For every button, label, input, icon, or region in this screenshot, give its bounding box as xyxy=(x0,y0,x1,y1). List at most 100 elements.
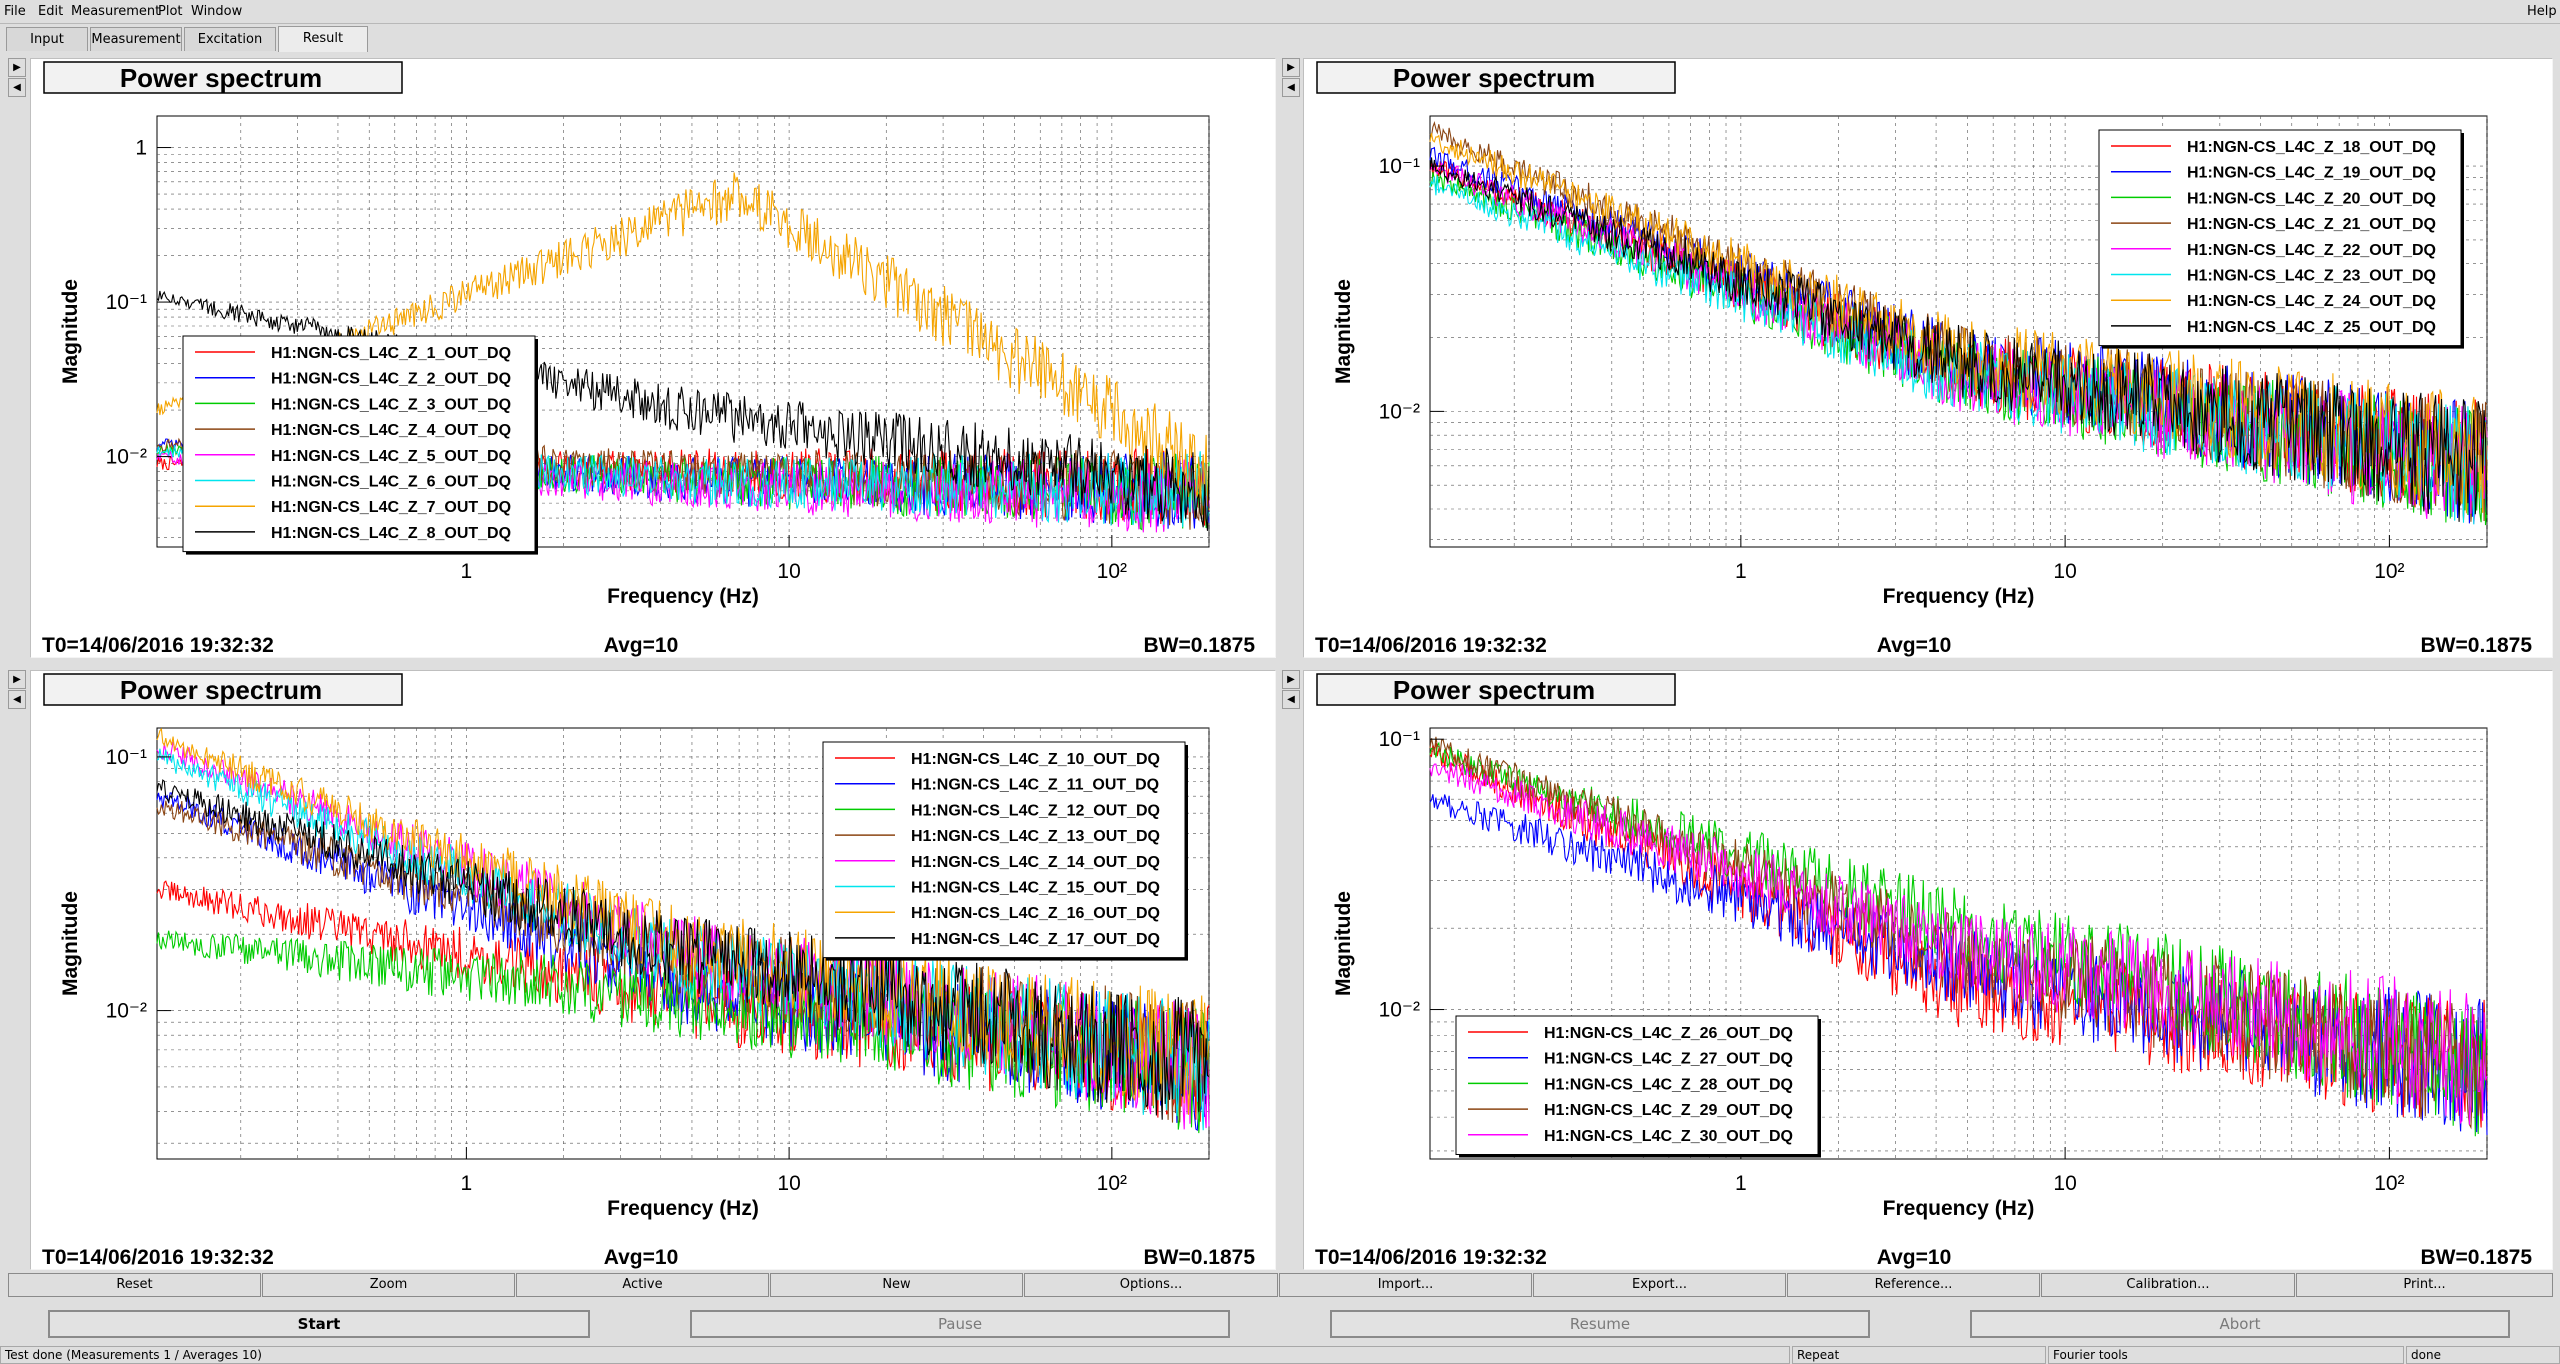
title-box xyxy=(43,673,403,706)
menu-window[interactable]: Window xyxy=(191,4,243,19)
legend-entry: H1:NGN-CS_L4C_Z_10_OUT_DQ xyxy=(911,751,1160,768)
start-button[interactable]: Start xyxy=(48,1310,590,1338)
series-line xyxy=(156,290,1210,531)
avg-label: Avg=10 xyxy=(604,1246,679,1269)
power-spectrum-chart[interactable]: Power spectrum 1 10 10² 10⁻¹ 10⁻² Frequency (H… xyxy=(1304,59,2552,657)
pad-expand-icon[interactable]: ▶ xyxy=(8,670,26,689)
status-state: done xyxy=(2406,1346,2560,1364)
y-tick-label: 10⁻² xyxy=(1379,400,1420,423)
legend-entry: H1:NGN-CS_L4C_Z_3_OUT_DQ xyxy=(271,396,511,413)
x-axis-label: Frequency (Hz) xyxy=(1883,585,2035,608)
legend-entry: H1:NGN-CS_L4C_Z_27_OUT_DQ xyxy=(1544,1051,1793,1068)
menu-bar: File Edit Measurement Plot Window Help xyxy=(0,0,2560,24)
measurement-controls: Start Pause Resume Abort xyxy=(0,1310,2560,1340)
legend-entry: H1:NGN-CS_L4C_Z_20_OUT_DQ xyxy=(2187,190,2436,207)
x-tick-label: 10² xyxy=(2374,1172,2404,1195)
series-line xyxy=(1429,743,2488,1128)
reference-button[interactable]: Reference... xyxy=(1787,1273,2040,1297)
plot-toolbar: Reset Zoom Active New Options... Import.… xyxy=(8,1273,2554,1297)
series-group xyxy=(1429,121,2488,526)
pad-collapse-icon[interactable]: ◀ xyxy=(8,690,26,709)
status-bar: Test done (Measurements 1 / Averages 10)… xyxy=(0,1346,2560,1364)
zoom-button[interactable]: Zoom xyxy=(262,1273,515,1297)
x-tick-label: 1 xyxy=(461,560,473,583)
plot-pad-1[interactable]: Power spectrum 1 10 10² 1 10⁻¹ 10⁻² Frequency (… xyxy=(30,58,1276,658)
legend-entry: H1:NGN-CS_L4C_Z_29_OUT_DQ xyxy=(1544,1102,1793,1119)
export-button[interactable]: Export... xyxy=(1533,1273,1786,1297)
x-tick-label: 1 xyxy=(461,1172,473,1195)
menu-file[interactable]: File xyxy=(4,4,26,19)
options-button[interactable]: Options... xyxy=(1024,1273,1278,1297)
plot-pad-4[interactable]: Power spectrum 1 10 10² 10⁻¹ 10⁻² Frequency (H… xyxy=(1303,670,2553,1270)
legend-box xyxy=(182,335,536,553)
t0-label: T0=14/06/2016 19:32:32 xyxy=(1315,1246,1547,1269)
new-button[interactable]: New xyxy=(770,1273,1023,1297)
title-box xyxy=(1316,673,1676,706)
y-tick-label: 10⁻¹ xyxy=(1379,728,1420,751)
abort-button[interactable]: Abort xyxy=(1970,1310,2510,1338)
avg-label: Avg=10 xyxy=(1877,634,1952,657)
power-spectrum-chart[interactable]: Power spectrum 1 10 10² 1 10⁻¹ 10⁻² Frequency (… xyxy=(31,59,1275,657)
legend-box xyxy=(822,741,1186,959)
pad-3-controls: ▶ ◀ xyxy=(8,670,26,710)
power-spectrum-chart[interactable]: Power spectrum 1 10 10² 10⁻¹ 10⁻² Frequency (H… xyxy=(31,671,1275,1269)
calibration-button[interactable]: Calibration... xyxy=(2041,1273,2295,1297)
x-tick-label: 10² xyxy=(2374,560,2404,583)
pad-collapse-icon[interactable]: ◀ xyxy=(1282,78,1300,97)
plot-pad-2[interactable]: Power spectrum 1 10 10² 10⁻¹ 10⁻² Frequency (H… xyxy=(1303,58,2553,658)
status-tools: Fourier tools xyxy=(2048,1346,2404,1364)
plot-title: Power spectrum xyxy=(120,675,322,705)
pad-collapse-icon[interactable]: ◀ xyxy=(1282,690,1300,709)
reset-button[interactable]: Reset xyxy=(8,1273,261,1297)
x-tick-label: 10² xyxy=(1097,560,1127,583)
resume-button[interactable]: Resume xyxy=(1330,1310,1870,1338)
legend-entry: H1:NGN-CS_L4C_Z_12_OUT_DQ xyxy=(911,802,1160,819)
menu-measurement[interactable]: Measurement xyxy=(71,4,161,19)
print-button[interactable]: Print... xyxy=(2296,1273,2553,1297)
pad-1-controls: ▶ ◀ xyxy=(8,58,26,98)
legend-entry: H1:NGN-CS_L4C_Z_5_OUT_DQ xyxy=(271,448,511,465)
legend-entry: H1:NGN-CS_L4C_Z_30_OUT_DQ xyxy=(1544,1128,1793,1145)
tab-measurement[interactable]: Measurement xyxy=(90,27,182,51)
active-button[interactable]: Active xyxy=(516,1273,769,1297)
legend-entry: H1:NGN-CS_L4C_Z_18_OUT_DQ xyxy=(2187,139,2436,156)
series-group xyxy=(156,727,1210,1134)
y-axis-label: Magnitude xyxy=(59,891,82,996)
legend-box xyxy=(1455,1015,1819,1155)
pad-collapse-icon[interactable]: ◀ xyxy=(8,78,26,97)
import-button[interactable]: Import... xyxy=(1279,1273,1532,1297)
tab-result[interactable]: Result xyxy=(278,26,368,52)
legend-entry: H1:NGN-CS_L4C_Z_19_OUT_DQ xyxy=(2187,165,2436,182)
plot-pad-3[interactable]: Power spectrum 1 10 10² 10⁻¹ 10⁻² Frequency (H… xyxy=(30,670,1276,1270)
y-tick-label: 10⁻¹ xyxy=(106,291,147,314)
legend-entry: H1:NGN-CS_L4C_Z_6_OUT_DQ xyxy=(271,474,511,491)
legend-entry: H1:NGN-CS_L4C_Z_28_OUT_DQ xyxy=(1544,1076,1793,1093)
bw-label: BW=0.1875 xyxy=(2421,634,2533,657)
t0-label: T0=14/06/2016 19:32:32 xyxy=(42,1246,274,1269)
pad-expand-icon[interactable]: ▶ xyxy=(1282,58,1300,77)
legend-entry: H1:NGN-CS_L4C_Z_21_OUT_DQ xyxy=(2187,216,2436,233)
legend-entry: H1:NGN-CS_L4C_Z_15_OUT_DQ xyxy=(911,880,1160,897)
tab-bar: Input Measurement Excitation Result xyxy=(6,26,368,52)
pause-button[interactable]: Pause xyxy=(690,1310,1230,1338)
x-tick-label: 1 xyxy=(1735,560,1747,583)
pad-expand-icon[interactable]: ▶ xyxy=(8,58,26,77)
x-tick-label: 10 xyxy=(777,560,800,583)
power-spectrum-chart[interactable]: Power spectrum 1 10 10² 10⁻¹ 10⁻² Frequency (H… xyxy=(1304,671,2552,1269)
series-line xyxy=(156,800,1210,1123)
legend-entry: H1:NGN-CS_L4C_Z_17_OUT_DQ xyxy=(911,931,1160,948)
menu-help[interactable]: Help xyxy=(2527,4,2557,19)
menu-plot[interactable]: Plot xyxy=(158,4,183,19)
avg-label: Avg=10 xyxy=(604,634,679,657)
tab-excitation[interactable]: Excitation xyxy=(184,27,276,51)
menu-edit[interactable]: Edit xyxy=(38,4,64,19)
pad-expand-icon[interactable]: ▶ xyxy=(1282,670,1300,689)
avg-label: Avg=10 xyxy=(1877,1246,1952,1269)
tab-input[interactable]: Input xyxy=(6,27,88,51)
series-line xyxy=(1429,762,2488,1125)
y-tick-label: 10⁻¹ xyxy=(1379,155,1420,178)
legend-entry: H1:NGN-CS_L4C_Z_24_OUT_DQ xyxy=(2187,293,2436,310)
legend-entry: H1:NGN-CS_L4C_Z_16_OUT_DQ xyxy=(911,905,1160,922)
legend-entry: H1:NGN-CS_L4C_Z_22_OUT_DQ xyxy=(2187,242,2436,259)
x-axis-label: Frequency (Hz) xyxy=(607,1197,759,1220)
